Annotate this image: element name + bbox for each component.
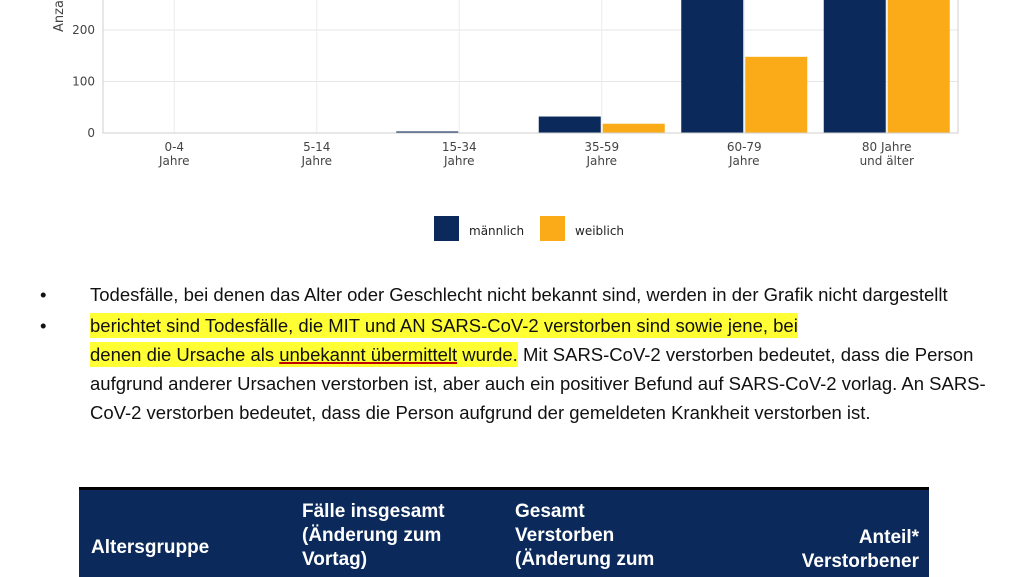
highlighted-text-part: denen die Ursache als: [90, 344, 280, 365]
plot-area: 01002000-4Jahre5-14Jahre15-34Jahre35-59J…: [52, 0, 959, 241]
bar-weiblich: [887, 0, 950, 133]
bar-männlich: [396, 131, 459, 133]
legend-swatch-männlich: [434, 216, 459, 241]
col-header-line: (Änderung zum: [302, 525, 442, 546]
col-header-line: (Änderung zum: [515, 549, 655, 570]
bullet-text: Todesfälle, bei denen das Alter oder Ges…: [90, 284, 948, 305]
underlined-text: unbekannt übermittelt: [279, 344, 458, 365]
col-header-line: Anteil*: [858, 527, 919, 548]
col-header-line: Vortag): [302, 549, 368, 570]
x-tick-label: Jahre: [728, 154, 760, 168]
bullet-item-reported-deaths: • berichtet sind Todesfälle, die MIT und…: [40, 311, 1000, 427]
highlighted-text-part: wurde.: [457, 344, 518, 365]
bar-männlich: [823, 0, 886, 133]
bar-männlich: [681, 0, 744, 133]
y-tick-label: 100: [72, 75, 95, 89]
bullet-marker: •: [40, 315, 47, 336]
bullet-marker: •: [40, 284, 47, 305]
x-tick-label: Jahre: [585, 154, 617, 168]
x-tick-label: Jahre: [300, 154, 332, 168]
bar-männlich: [538, 116, 601, 133]
y-tick-label: 200: [72, 23, 95, 37]
x-tick-label: 80 Jahre: [862, 140, 912, 154]
deaths-bar-chart: 01002000-4Jahre5-14Jahre15-34Jahre35-59J…: [52, 0, 959, 241]
deaths-table-header: Altersgruppe Fälle insgesamt (Änderung z…: [79, 487, 929, 577]
col-header-faelle-insgesamt: Fälle insgesamt (Änderung zum Vortag): [302, 500, 445, 572]
legend-label: männlich: [469, 224, 524, 238]
x-tick-label: 0-4: [164, 140, 184, 154]
bullet-list: • Todesfälle, bei denen das Alter oder G…: [40, 280, 1000, 429]
y-axis-label: Anzahl: [52, 0, 67, 32]
col-header-line: Fälle insgesamt: [302, 501, 445, 522]
bars: [396, 0, 950, 133]
col-header-line: Verstorbener: [801, 551, 919, 572]
legend-swatch-weiblich: [540, 216, 565, 241]
x-tick-label: und älter: [860, 154, 914, 168]
highlighted-text: berichtet sind Todesfälle, die MIT und A…: [90, 313, 798, 338]
legend-label: weiblich: [575, 224, 624, 238]
x-tick-label: Jahre: [443, 154, 475, 168]
bullet-item-age-sex-unknown: • Todesfälle, bei denen das Alter oder G…: [40, 280, 1000, 309]
bar-weiblich: [602, 123, 665, 133]
col-header-line: Gesamt: [515, 501, 585, 522]
col-header-altersgruppe: Altersgruppe: [91, 537, 210, 558]
highlighted-text: denen die Ursache als unbekannt übermitt…: [90, 342, 518, 367]
y-tick-label: 0: [87, 126, 95, 140]
col-header-line: Verstorben: [515, 525, 615, 546]
bullet-text-rest: Mit SARS-CoV-2 verstorben bedeutet, dass…: [90, 344, 986, 423]
plot-border: [102, 0, 959, 134]
x-tick-label: Jahre: [158, 154, 190, 168]
x-tick-label: 60-79: [727, 140, 762, 154]
x-tick-label: 35-59: [584, 140, 619, 154]
x-tick-label: 5-14: [303, 140, 330, 154]
x-tick-label: 15-34: [442, 140, 477, 154]
col-header-gesamt-verstorben: Gesamt Verstorben (Änderung zum: [515, 500, 654, 572]
bar-weiblich: [745, 56, 808, 133]
